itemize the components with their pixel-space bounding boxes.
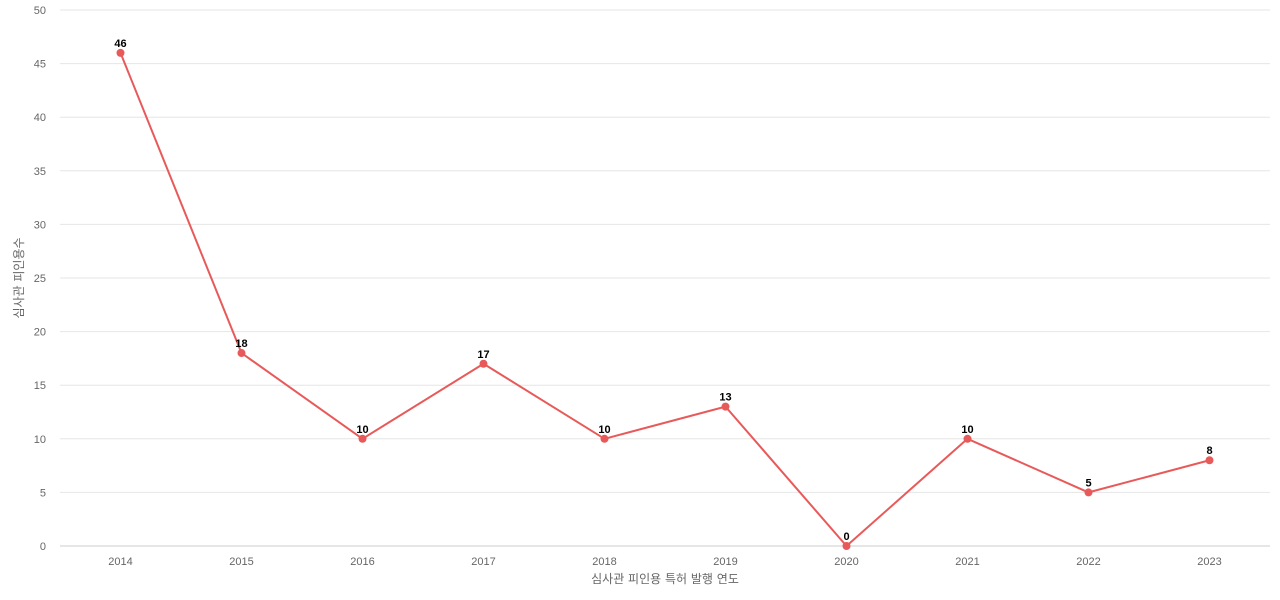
x-tick-label: 2020: [834, 556, 858, 568]
x-axis-tick-labels: 2014 2015 2016 2017 2018 2019 2020 2021 2022 2023: [108, 556, 1221, 568]
data-label: 46: [114, 38, 126, 50]
x-tick-label: 2023: [1197, 556, 1221, 568]
data-label: 0: [843, 531, 849, 543]
x-tick-label: 2021: [955, 556, 979, 568]
x-tick-label: 2018: [592, 556, 616, 568]
data-point[interactable]: [479, 359, 488, 368]
y-tick-label: 0: [40, 541, 46, 553]
y-tick-label: 35: [34, 166, 46, 178]
y-tick-label: 5: [40, 487, 46, 499]
data-point[interactable]: [1084, 488, 1093, 497]
series-group: [116, 48, 1214, 550]
data-label: 13: [719, 392, 731, 404]
x-tick-label: 2014: [108, 556, 132, 568]
data-point[interactable]: [842, 542, 851, 550]
y-tick-label: 25: [34, 273, 46, 285]
y-axis-tick-labels: 0 5 10 15 20 25 30 35 40 45 50: [34, 5, 46, 553]
x-tick-label: 2022: [1076, 556, 1100, 568]
y-tick-label: 40: [34, 112, 46, 124]
data-point[interactable]: [721, 402, 730, 411]
x-tick-label: 2015: [229, 556, 253, 568]
y-tick-label: 50: [34, 5, 46, 17]
data-label: 5: [1085, 477, 1091, 489]
x-tick-label: 2019: [713, 556, 737, 568]
data-label: 18: [235, 338, 247, 350]
data-labels: 46 18 10 17 10 13 0 10 5 8: [114, 38, 1212, 543]
y-tick-label: 15: [34, 380, 46, 392]
data-label: 8: [1206, 445, 1212, 457]
data-label: 10: [598, 424, 610, 436]
data-point[interactable]: [600, 434, 609, 443]
y-tick-label: 10: [34, 434, 46, 446]
y-axis-title: 심사관 피인용수: [12, 237, 26, 318]
data-point[interactable]: [358, 434, 367, 443]
y-tick-label: 20: [34, 327, 46, 339]
x-axis-title: 심사관 피인용 특허 발행 연도: [591, 571, 739, 586]
data-label: 10: [356, 424, 368, 436]
data-label: 10: [961, 424, 973, 436]
data-point[interactable]: [1205, 456, 1214, 465]
data-point[interactable]: [116, 48, 125, 57]
data-point[interactable]: [963, 434, 972, 443]
y-tick-label: 30: [34, 219, 46, 231]
y-tick-label: 45: [34, 59, 46, 71]
series-line: [119, 52, 1210, 547]
data-label: 17: [477, 349, 489, 361]
grid-lines: [60, 9, 1270, 547]
data-point[interactable]: [237, 349, 246, 358]
x-tick-label: 2016: [350, 556, 374, 568]
x-tick-label: 2017: [471, 556, 495, 568]
